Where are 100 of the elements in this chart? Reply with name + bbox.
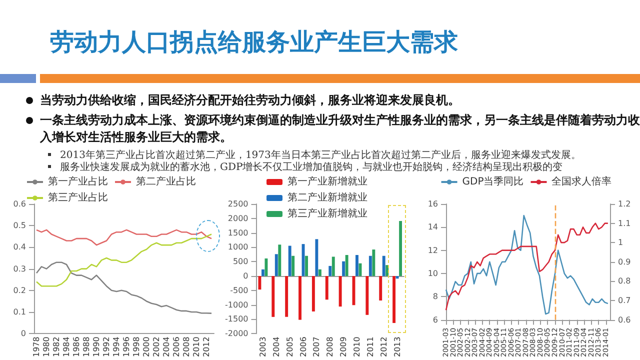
bar xyxy=(328,266,332,276)
x-tick-label: 2004 xyxy=(162,336,171,357)
x-tick-label: 2010 xyxy=(192,336,201,357)
x-tick-label: 1980 xyxy=(42,336,51,357)
x-tick-label: 1998 xyxy=(132,336,141,357)
x-tick-label: 2004 xyxy=(272,336,281,357)
y-tick-label: -2000 xyxy=(224,329,248,338)
y-tick-label: -1500 xyxy=(224,314,248,324)
bar xyxy=(368,256,372,276)
bar xyxy=(258,276,262,290)
y2-tick-label: 0.7 xyxy=(618,296,631,305)
x-tick-label: 2008 xyxy=(326,336,335,357)
x-tick-label: 2008 xyxy=(182,336,191,357)
x-tick-label: 1990 xyxy=(92,336,101,357)
bar xyxy=(285,276,288,317)
x-tick-label: 2003 xyxy=(258,336,268,357)
legend-label: GDP当季同比 xyxy=(462,176,524,188)
y2-tick-label: 1 xyxy=(618,238,624,248)
x-tick-label: 1994 xyxy=(112,336,121,357)
x-tick-label: 2002 xyxy=(152,336,161,357)
x-tick-label: 2011 xyxy=(366,336,375,357)
x-tick-label: 2012 xyxy=(202,336,211,357)
bar xyxy=(298,276,302,320)
x-tick-label: 2005 xyxy=(285,336,294,357)
text: 2013年第三产业占比首次超过第二产业，1973年当日本第三产业占比首次超过第二产业后，服务业迎来爆发式发展。 xyxy=(48,148,640,162)
y-tick-label: 500 xyxy=(232,257,248,266)
line-series xyxy=(36,262,212,314)
bar xyxy=(288,246,292,276)
text: 服务业快速发展成为就业的蓄水池，GDP增长不仅工业增加值脱钩，与就业也开始脱钩，经济结构呈现出积极的变 xyxy=(48,160,640,174)
x-tick-label: 2009 xyxy=(339,336,348,357)
legend-label: 第一产业占比 xyxy=(48,176,108,188)
x-tick-label: 1986 xyxy=(72,336,81,357)
x-tick-label: 2006 xyxy=(298,336,308,357)
legend-label: 第二产业新增就业 xyxy=(288,192,368,204)
y-tick-label: 2000 xyxy=(228,214,248,223)
x-tick-label: 2010 xyxy=(352,336,362,357)
y-tick-label: 6 xyxy=(432,315,438,324)
y-tick-label: 0.2 xyxy=(13,286,26,295)
x-tick-label: 1988 xyxy=(82,336,91,357)
bar xyxy=(272,276,275,317)
y-tick-label: -500 xyxy=(230,286,248,295)
bar xyxy=(264,258,268,276)
bar xyxy=(305,256,308,276)
x-tick-label: 1996 xyxy=(122,336,131,357)
bar xyxy=(342,261,346,276)
bar xyxy=(372,250,376,276)
bar xyxy=(274,254,278,276)
bar xyxy=(392,276,396,323)
y2-tick-label: 0.6 xyxy=(618,315,631,324)
legend-label: 第三产业占比 xyxy=(48,192,108,204)
y-tick-label: 0.1 xyxy=(13,308,26,317)
bar xyxy=(396,276,399,279)
legend-label: 第三产业新增就业 xyxy=(288,208,368,220)
bar xyxy=(356,254,358,276)
y-tick-label: 0.6 xyxy=(13,200,26,208)
text: 当劳动力供给收缩，国民经济分配开始往劳动力倾斜，服务业将迎来发展良机。 xyxy=(24,92,640,109)
y-tick-label: 0.5 xyxy=(13,221,26,230)
bar xyxy=(379,276,382,301)
y-tick-label: 14 xyxy=(428,222,438,232)
legend-label: 全国求人倍率 xyxy=(552,176,612,188)
bar xyxy=(332,256,335,276)
y-tick-label: 2500 xyxy=(228,200,248,208)
x-tick-label: 1978 xyxy=(32,336,41,357)
bar xyxy=(338,276,342,307)
x-tick-label: 1984 xyxy=(62,336,71,357)
x-tick-label: 2000 xyxy=(142,336,151,357)
x-tick-label: 2007 xyxy=(312,336,322,357)
y-tick-label: 0 xyxy=(243,272,248,281)
y2-tick-label: 1.2 xyxy=(618,200,631,208)
text: 一条主线劳动力成本上涨、资源环境约束倒逼的制造业升级对生产性服务业的需求，另一条主线是伴随着劳动力收入增长对生活性服务业巨大的需求。 xyxy=(24,112,640,146)
y-tick-label: 1500 xyxy=(228,228,248,238)
bar xyxy=(278,244,282,276)
y-tick-label: 12 xyxy=(428,246,438,255)
text: 劳动力人口拐点给服务业产生巨大需求 xyxy=(50,26,458,58)
bar xyxy=(292,256,295,276)
bar xyxy=(399,220,402,276)
bar xyxy=(366,276,369,315)
y-tick-label: 10 xyxy=(428,268,438,278)
y-tick-label: 16 xyxy=(428,200,438,208)
x-tick-label: 2006 xyxy=(172,336,181,357)
y2-tick-label: 0.9 xyxy=(618,257,631,266)
y-tick-label: 1000 xyxy=(228,242,248,252)
y-tick-label: 0 xyxy=(20,329,26,338)
y-tick-label: -1000 xyxy=(224,300,248,310)
bar xyxy=(315,239,318,276)
bar xyxy=(261,269,264,276)
x-tick-label: 1992 xyxy=(102,336,111,357)
y-tick-label: 0.4 xyxy=(13,242,26,252)
y-tick-label: 8 xyxy=(432,292,438,302)
legend-label: 第一产业新增就业 xyxy=(288,176,368,188)
x-tick-label: 1982 xyxy=(52,336,61,357)
x-tick-label: 2012 xyxy=(379,336,388,357)
legend-label: 第二产业占比 xyxy=(136,176,196,188)
bar xyxy=(325,276,328,300)
bar xyxy=(382,256,386,276)
x-tick-label: 2013 xyxy=(392,336,402,357)
y2-tick-label: 0.8 xyxy=(618,276,631,286)
bar xyxy=(345,254,348,276)
y2-tick-label: 1.1 xyxy=(618,218,631,228)
y-tick-label: 0.3 xyxy=(13,264,26,274)
